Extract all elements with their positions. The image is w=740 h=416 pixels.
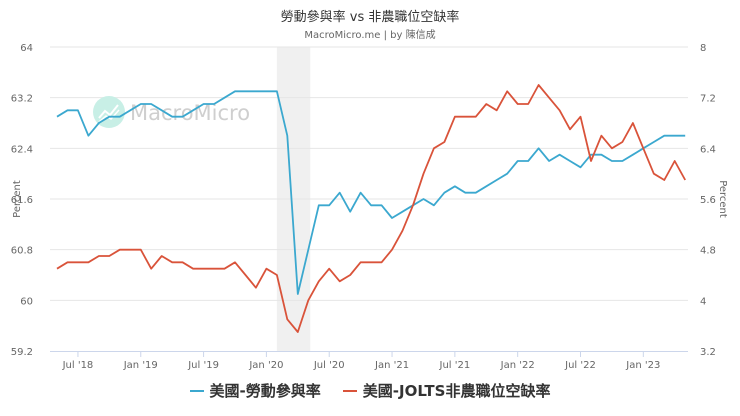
x-tick-label: Jul '18 (62, 360, 94, 371)
legend-swatch-jolts (342, 389, 357, 392)
left-y-axis: 59.2 60 60.8 61.6 62.4 63.2 64 (11, 43, 33, 358)
x-tick-label: Jul '22 (564, 360, 596, 371)
left-tick-label: 63.2 (11, 94, 33, 105)
legend-label-jolts: 美國-JOLTS非農職位空缺率 (362, 382, 551, 400)
x-tick-label: Jan '21 (374, 360, 409, 371)
macromicro-logo-icon (93, 96, 125, 128)
x-tick-label: Jul '19 (187, 360, 219, 371)
right-y-axis: 3.2 4 4.8 5.6 6.4 7.2 8 (700, 43, 716, 358)
legend: 美國-勞動參與率 美國-JOLTS非農職位空缺率 (0, 380, 740, 401)
right-tick-label: 3.2 (700, 347, 716, 358)
watermark: MacroMicro (93, 96, 250, 128)
left-tick-label: 64 (20, 43, 33, 54)
right-tick-label: 6.4 (700, 144, 716, 155)
left-tick-label: 61.6 (11, 195, 33, 206)
x-tick-label: Jan '23 (625, 360, 660, 371)
x-tick-label: Jan '22 (500, 360, 535, 371)
series-lines (56, 84, 686, 333)
legend-label-lfpr: 美國-勞動參與率 (209, 382, 321, 400)
right-tick-label: 4 (700, 296, 706, 307)
left-tick-label: 60.8 (11, 246, 33, 257)
right-tick-label: 4.8 (700, 246, 716, 257)
legend-item-lfpr[interactable]: 美國-勞動參與率 (189, 380, 321, 401)
chart-title: 勞動參與率 vs 非農職位空缺率 (280, 10, 460, 25)
left-tick-label: 60 (20, 296, 33, 307)
legend-item-jolts[interactable]: 美國-JOLTS非農職位空缺率 (342, 380, 551, 401)
chart-subtitle: MacroMicro.me | by 陳信成 (304, 30, 436, 41)
left-tick-label: 59.2 (11, 347, 33, 358)
x-tick-label: Jan '20 (248, 360, 283, 371)
gridlines (50, 46, 688, 301)
left-axis-title: Percent (12, 180, 23, 218)
right-tick-label: 8 (700, 43, 706, 54)
series-line-lfpr[interactable] (56, 90, 686, 295)
x-tick-label: Jul '20 (313, 360, 345, 371)
right-tick-label: 5.6 (700, 195, 716, 206)
x-tick-label: Jul '21 (439, 360, 471, 371)
series-line-jolts[interactable] (56, 84, 686, 333)
x-axis: Jul '18 Jan '19 Jul '19 Jan '20 Jul '20 Jan '… (50, 351, 688, 371)
legend-swatch-lfpr (189, 389, 204, 392)
right-axis-title: Percent (717, 180, 728, 218)
x-tick-label: Jan '19 (123, 360, 158, 371)
left-tick-label: 62.4 (11, 144, 33, 155)
right-tick-label: 7.2 (700, 94, 716, 105)
